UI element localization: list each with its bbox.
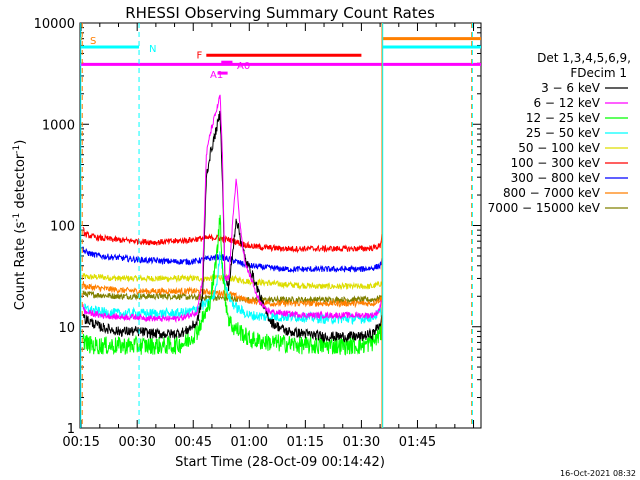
y-tick-label: 100 [50,220,75,235]
y-axis-label-mid: detector [13,153,28,213]
vertical-markers [80,23,473,428]
chart-title: RHESSI Observing Summary Count Rates [125,4,435,22]
series-line [82,290,383,305]
x-tick-label: 01:45 [399,435,436,450]
y-axis-label-end: ) [13,140,28,145]
flag-label: A0 [237,61,250,72]
series-layer [82,94,383,356]
plot-area: S N F A0 A1 [79,22,482,429]
legend-label: 50 − 100 keV [518,141,601,155]
x-tick-label: 00:30 [118,435,155,450]
flag-label: N [149,44,156,55]
series-line [82,272,383,291]
series-line [82,94,383,324]
flag-bars: S N F A0 A1 [80,36,481,81]
series-line [82,281,383,309]
legend-label: 3 − 6 keV [541,81,601,95]
legend-label: 300 − 800 keV [511,171,601,185]
x-tick-labels: 00:15 00:30 00:45 01:00 01:15 01:30 01:45 [62,435,436,450]
x-tick-label: 01:30 [343,435,380,450]
y-tick-label: 10000 [34,17,75,32]
legend-header-line-2: FDecim 1 [570,66,627,80]
axis-ticks [80,22,481,429]
x-tick-label: 01:00 [231,435,268,450]
flag-label: A1 [210,70,223,81]
y-tick-label: 1000 [42,118,75,133]
flag-label: F [197,50,203,61]
legend-label: 12 − 25 keV [526,111,601,125]
y-tick-label: 10 [58,321,75,336]
y-tick-label: 1 [67,422,75,437]
y-axis-label-exp1: -1 [12,213,22,222]
x-tick-label: 00:15 [62,435,99,450]
flag-label: S [90,36,96,47]
x-tick-label: 00:45 [175,435,212,450]
x-axis-label: Start Time (28-Oct-09 00:14:42) [175,455,385,470]
legend-label: 100 − 300 keV [511,156,601,170]
generation-timestamp: 16-Oct-2021 08:32 [560,469,636,478]
x-tick-label: 01:15 [287,435,324,450]
series-line [82,251,383,326]
legend-label: 6 − 12 keV [533,96,600,110]
y-tick-labels: 1 10 100 1000 10000 [34,17,75,437]
y-axis-label-exp2: -1 [12,145,22,154]
series-line [82,110,383,344]
y-axis-label-main: Count Rate (s [13,222,28,311]
series-line [82,214,383,356]
legend-label: 7000 − 15000 keV [488,201,601,215]
y-axis-label: Count Rate (s-1 detector-1) [12,140,28,311]
series-line [82,226,383,254]
legend-label: 800 − 7000 keV [503,186,601,200]
legend-label: 25 − 50 keV [526,126,601,140]
plot-frame [79,22,482,429]
legend-header-line-1: Det 1,3,4,5,6,9, [537,51,631,65]
